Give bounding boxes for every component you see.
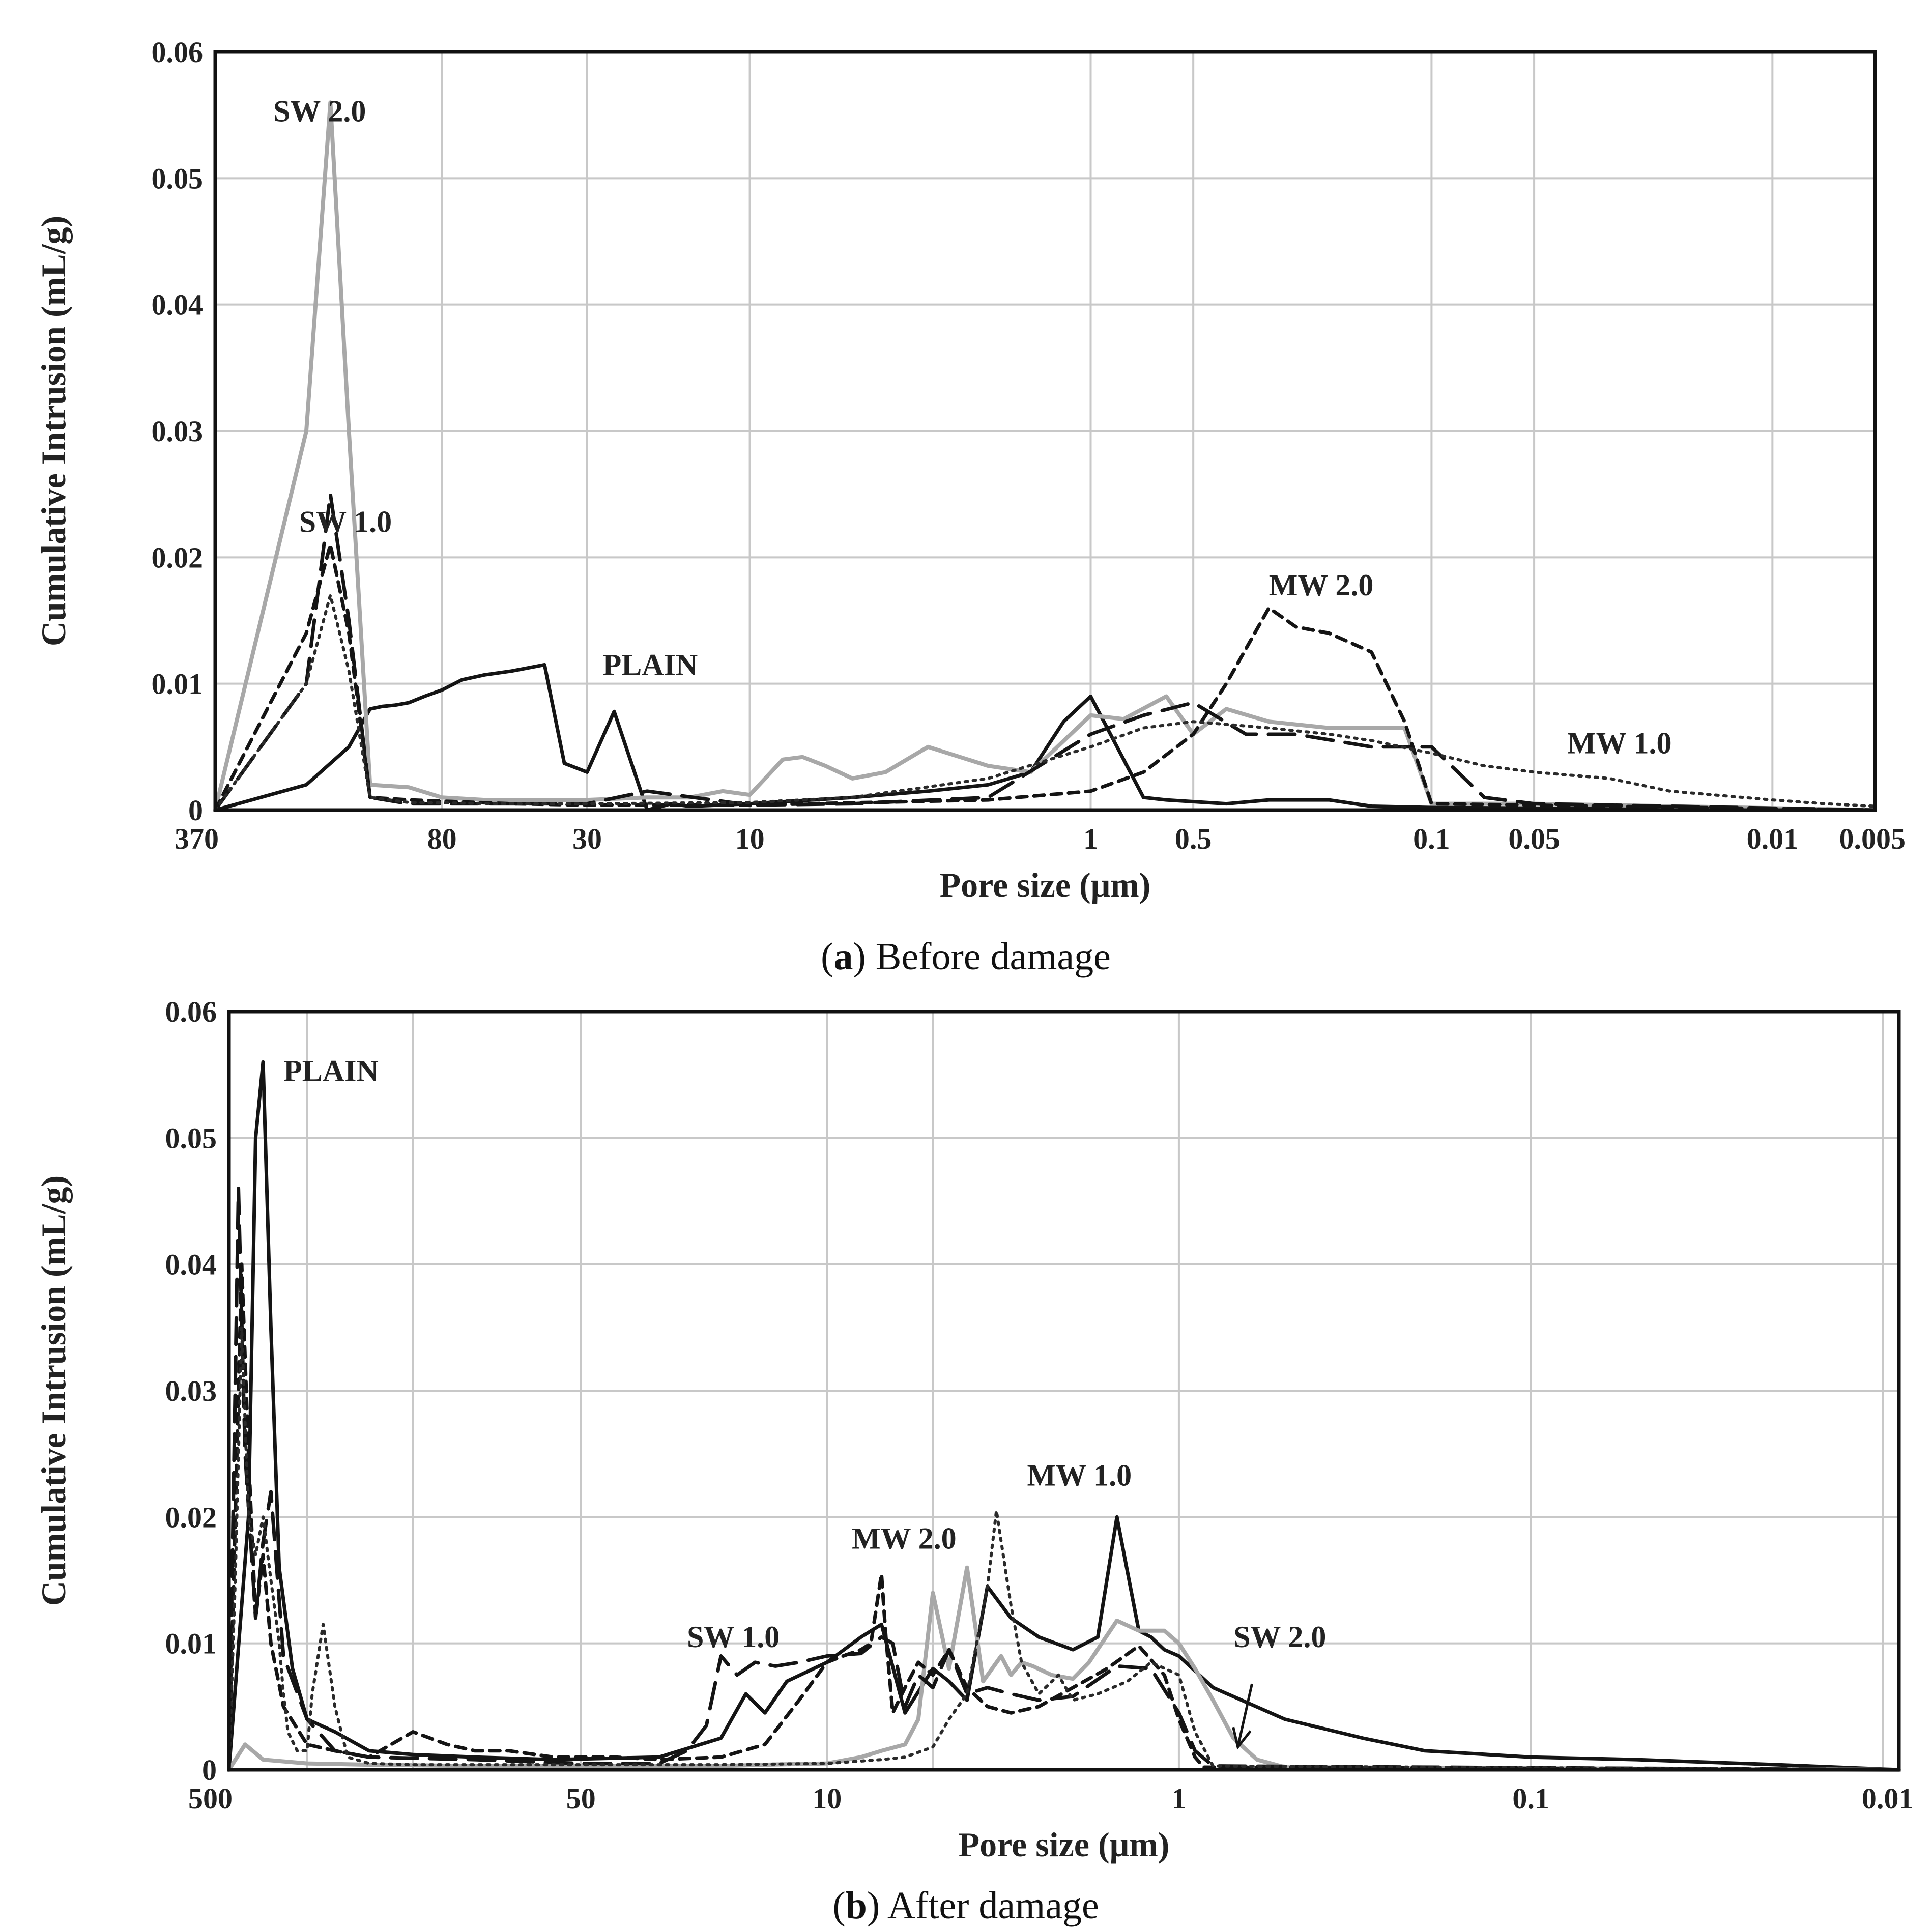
pb-series-mw-1-0 [227, 1326, 1900, 1771]
pa-y-tick-label: 0.03 [152, 415, 204, 448]
pa-x-tick-label: 10 [735, 822, 765, 855]
pa-series-sw-2-0 [213, 100, 1877, 812]
pa-annotation-plain: PLAIN [603, 648, 698, 681]
pb-x-axis-title: Pore size (μm) [959, 1825, 1170, 1864]
pa-x-tick-label: 1 [1083, 822, 1098, 855]
pb-series-plain [227, 1060, 1901, 1772]
pb-x-tick-label: 10 [812, 1782, 842, 1815]
pa-x-axis-title: Pore size (μm) [940, 866, 1151, 904]
pb-sw2-arrow-head [1232, 1726, 1252, 1750]
pa-x-tick-label: 370 [175, 822, 219, 855]
pa-series-sw-1-0 [213, 492, 1877, 812]
pa-series-mw-2-0 [213, 543, 1877, 812]
pb-annotation-sw-2-0: SW 2.0 [1233, 1620, 1326, 1654]
pa-caption-letter: a [833, 935, 853, 978]
panel-a-before-damage: 0 0.01 0.02 0.03 0.04 0.05 0.06 370 80 30 10 1 0.5 0.… [34, 36, 1906, 978]
pb-y-tick-label: 0.02 [165, 1501, 217, 1534]
pb-plot-frame [227, 1010, 1901, 1772]
pb-y-tick-label: 0.01 [165, 1627, 217, 1660]
pa-caption-text: ) Before damage [853, 935, 1110, 978]
pa-x-tick-label: 0.05 [1508, 822, 1560, 855]
pa-x-tick-label: 0.01 [1747, 822, 1799, 855]
pb-y-tick-label: 0.04 [165, 1248, 217, 1281]
pa-y-axis-title: Cumulative Intrusion (mL/g) [34, 216, 73, 646]
pb-x-tick-label: 0.1 [1512, 1782, 1549, 1815]
pa-annotation-mw-2-0: MW 2.0 [1269, 568, 1374, 602]
pa-plot-frame [213, 50, 1877, 812]
pb-y-tick-label: 0.06 [165, 995, 217, 1028]
pb-annotation-sw-1-0: SW 1.0 [687, 1620, 780, 1654]
pa-y-tick-label: 0.02 [152, 541, 204, 574]
pb-y-axis-title: Cumulative Intrusion (mL/g) [34, 1175, 73, 1606]
pa-annotation-sw-1-0: SW 1.0 [299, 505, 392, 539]
pb-annotation-plain: PLAIN [283, 1054, 379, 1088]
pb-x-tick-label: 1 [1171, 1782, 1186, 1815]
pb-caption-letter: b [846, 1884, 867, 1927]
pa-y-tick-label: 0 [188, 794, 203, 827]
pb-y-tick-label: 0.05 [165, 1121, 217, 1155]
pb-x-tick-label: 50 [566, 1782, 596, 1815]
pa-x-tick-label: 0.1 [1413, 822, 1450, 855]
pb-x-tick-label: 0.01 [1862, 1782, 1914, 1815]
pa-x-tick-label: 30 [572, 822, 602, 855]
pb-sw2-arrow-shaft [1236, 1683, 1253, 1747]
pa-y-tick-label: 0.05 [152, 162, 204, 195]
pa-y-tick-label: 0.04 [152, 289, 204, 322]
pb-series-sw-2-0 [227, 1565, 1901, 1772]
pb-caption: (b) After damage [832, 1884, 1099, 1927]
pb-annotation-mw-2-0: MW 2.0 [852, 1521, 957, 1555]
pa-x-tick-label: 80 [427, 822, 457, 855]
pb-series-sw-1-0 [227, 1187, 1901, 1772]
pa-y-tick-label: 0.01 [152, 668, 204, 701]
pa-y-tick-label: 0.06 [152, 36, 204, 69]
pa-caption: (a) Before damage [821, 935, 1111, 978]
pa-annotation-mw-1-0: MW 1.0 [1567, 726, 1672, 760]
pa-caption-open-paren: ( [821, 935, 833, 978]
pb-y-tick-label: 0 [202, 1753, 217, 1787]
pa-annotation-sw-2-0: SW 2.0 [273, 95, 366, 128]
pa-series-mw-1-0 [214, 593, 1877, 812]
pb-y-tick-label: 0.03 [165, 1374, 217, 1407]
pb-caption-text: ) After damage [867, 1884, 1099, 1927]
pb-x-tick-label: 500 [188, 1782, 233, 1815]
pb-annotation-mw-1-0: MW 1.0 [1027, 1458, 1132, 1492]
pa-x-tick-label: 0.5 [1175, 822, 1212, 855]
panel-b-after-damage: 0 0.01 0.02 0.03 0.04 0.05 0.06 500 50 10 1 0.1 0.01… [34, 995, 1913, 1927]
pa-x-tick-label: 0.005 [1839, 822, 1906, 855]
pb-caption-open-paren: ( [832, 1884, 845, 1927]
